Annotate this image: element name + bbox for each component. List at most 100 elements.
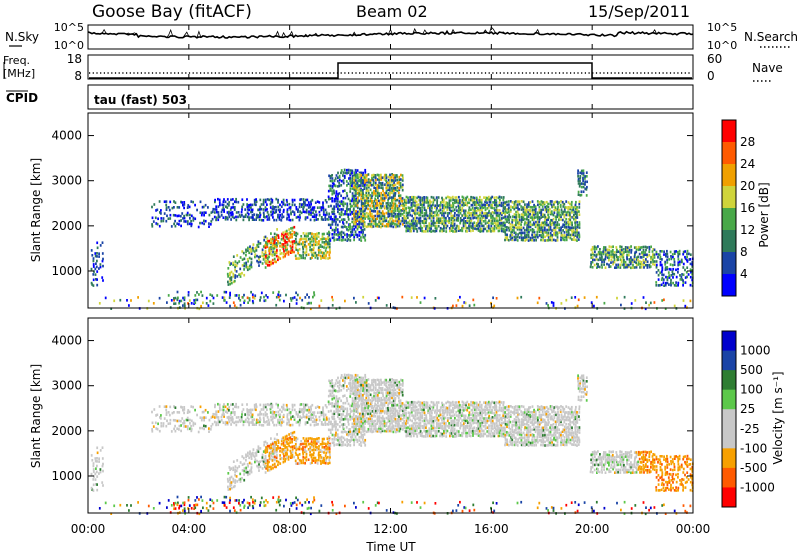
velocity-cell <box>290 416 292 419</box>
velocity-cell <box>232 467 234 470</box>
power-cell <box>175 302 177 305</box>
power-cell <box>349 223 351 226</box>
power-cell <box>294 204 296 207</box>
power-cell <box>672 268 674 271</box>
velocity-cell <box>342 379 344 382</box>
power-cell <box>182 304 184 307</box>
power-cell <box>346 203 348 206</box>
power-cell <box>564 224 566 227</box>
power-cell <box>443 225 445 228</box>
power-cell <box>159 225 161 228</box>
power-cell <box>399 200 401 203</box>
velocity-cell <box>311 438 313 441</box>
y-tick-label: 4000 <box>51 129 82 143</box>
power-cell <box>581 170 583 173</box>
power-cell <box>340 172 342 175</box>
power-cell <box>279 214 281 217</box>
power-cell <box>596 254 598 257</box>
power-cell <box>445 212 447 215</box>
power-cell <box>532 236 534 239</box>
power-cell <box>601 258 603 261</box>
power-cell <box>193 217 195 220</box>
power-cell <box>339 212 341 215</box>
power-cell <box>608 259 610 262</box>
y-tick-label: 1000 <box>51 264 82 278</box>
velocity-cell <box>266 408 268 411</box>
velocity-cell <box>268 461 270 464</box>
power-cell <box>418 196 420 199</box>
power-cell <box>351 170 353 173</box>
velocity-cell <box>189 419 191 422</box>
power-cell <box>415 209 417 212</box>
power-cell <box>240 256 242 259</box>
power-cell <box>521 229 523 232</box>
power-cell <box>96 252 98 255</box>
velocity-cell <box>328 401 330 404</box>
power-cell <box>148 300 150 303</box>
power-cell <box>373 217 375 220</box>
velocity-cell <box>215 410 217 413</box>
power-cell <box>368 181 370 184</box>
velocity-cell <box>159 430 161 433</box>
velocity-cell <box>192 424 194 427</box>
power-cell <box>409 228 411 231</box>
velocity-cell <box>276 460 278 463</box>
beam-title: Beam 02 <box>356 2 428 21</box>
power-cell <box>538 216 540 219</box>
velocity-cell <box>297 438 299 441</box>
velocity-cell <box>352 397 354 400</box>
power-cell <box>573 226 575 229</box>
power-cell <box>160 212 162 215</box>
power-cell <box>658 278 660 281</box>
velocity-cell <box>325 452 327 455</box>
velocity-cell <box>183 412 185 415</box>
velocity-cell <box>325 454 327 457</box>
power-cell <box>446 202 448 205</box>
power-cell <box>361 220 363 223</box>
power-cell <box>676 276 678 279</box>
power-cell <box>436 227 438 230</box>
velocity-cell <box>247 463 249 466</box>
power-cell <box>342 226 344 229</box>
velocity-cell <box>272 450 274 453</box>
power-cell <box>451 204 453 207</box>
power-cell <box>239 214 241 217</box>
power-cell <box>274 233 276 236</box>
velocity-cell <box>346 413 348 416</box>
power-cell <box>389 179 391 182</box>
power-cell <box>479 217 481 220</box>
power-cell <box>254 253 256 256</box>
power-cell <box>688 273 690 276</box>
power-cell <box>360 239 362 242</box>
velocity-cell <box>294 438 296 441</box>
velocity-cell <box>346 410 348 413</box>
power-cell <box>470 225 472 228</box>
power-cell <box>299 219 301 222</box>
velocity-cell <box>294 404 296 407</box>
velocity-cell <box>318 406 320 409</box>
power-cell <box>515 200 517 203</box>
power-cell <box>313 240 315 243</box>
power-cell <box>288 228 290 231</box>
velocity-cell <box>236 416 238 419</box>
power-cell <box>553 222 555 225</box>
power-cell <box>645 258 647 261</box>
power-cell <box>102 252 104 255</box>
velocity-cell <box>353 430 355 433</box>
velocity-cell <box>332 434 334 437</box>
power-cell <box>196 209 198 212</box>
power-cell <box>322 241 324 244</box>
velocity-cell <box>350 392 352 395</box>
power-cell <box>360 212 362 215</box>
power-cell <box>357 219 359 222</box>
power-cell <box>375 190 377 193</box>
power-cell <box>208 304 210 307</box>
power-cell <box>673 258 675 261</box>
power-cell <box>214 199 216 202</box>
power-cell <box>443 230 445 233</box>
velocity-cell <box>331 438 333 441</box>
power-cell <box>153 203 155 206</box>
power-cell <box>337 224 339 227</box>
power-cell <box>501 212 503 215</box>
power-cell <box>277 293 279 296</box>
